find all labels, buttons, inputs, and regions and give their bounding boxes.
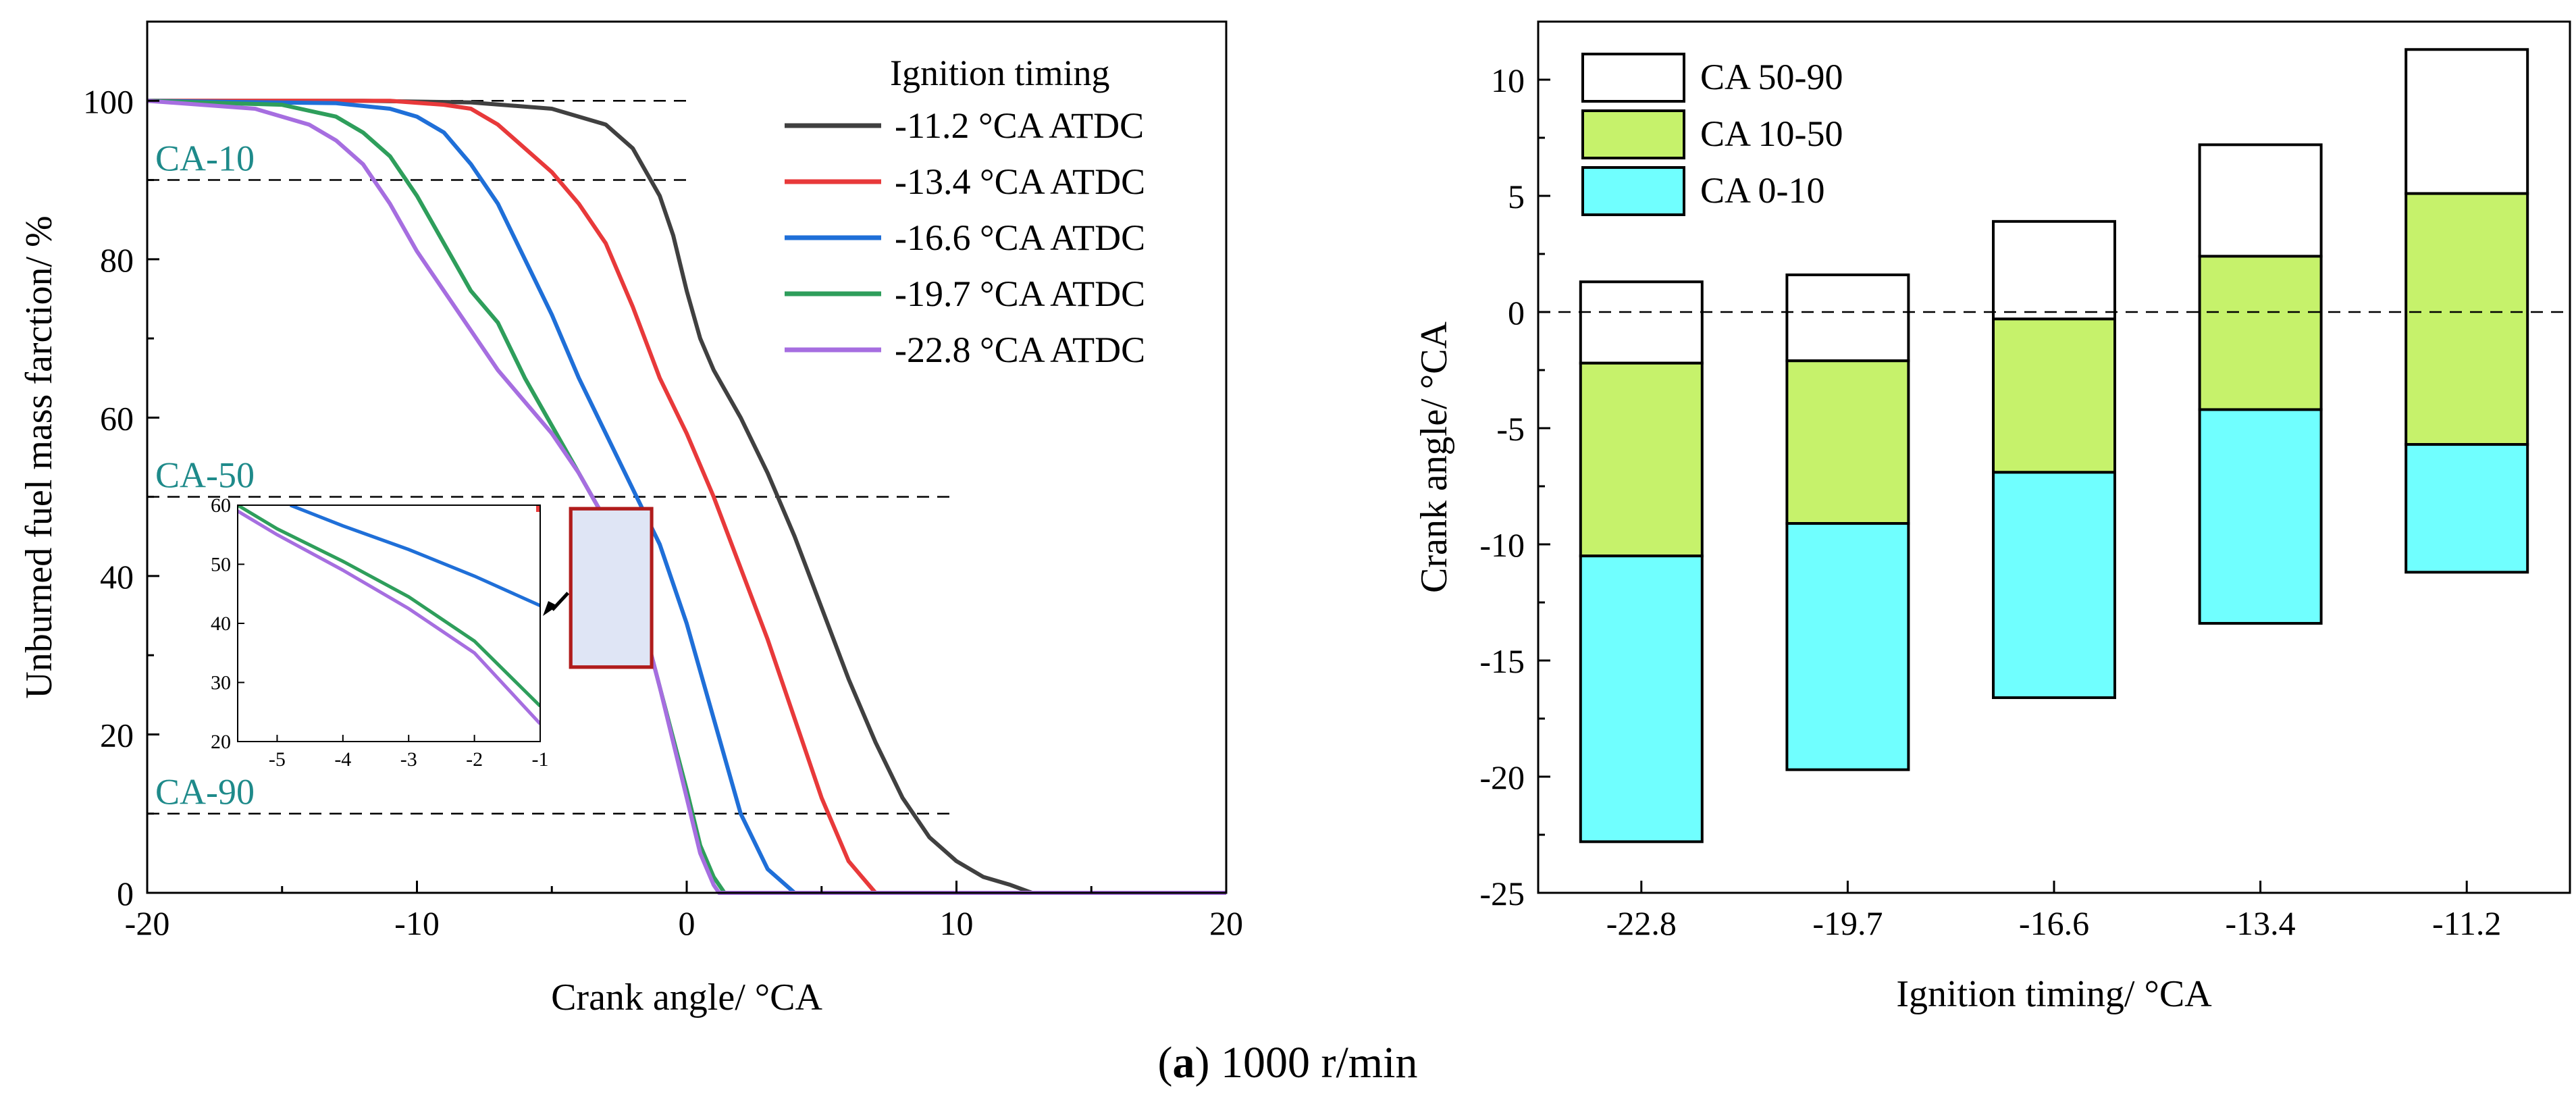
inset-y-tick-label: 40 [211, 613, 231, 635]
y-tick-label: 100 [83, 82, 134, 120]
bar-segment [1579, 361, 1704, 558]
legend-entry: -11.2 °CA ATDC [895, 105, 1144, 146]
series-line [147, 99, 1226, 895]
inset-series-line [289, 505, 540, 608]
legend-swatch [1581, 109, 1685, 159]
combustion-phase-chart: -25 -20 -15 -10 -5 0 5 10 -22.8 -19.7 -16.6 -13.4 -1… [1413, 20, 2571, 1015]
reference-line-labels: CA-10 CA-50 CA-90 [155, 138, 255, 812]
inset-series-line [238, 505, 540, 708]
bar-segment [1785, 359, 1910, 525]
y-tick-label: 80 [100, 241, 134, 279]
bar-segment [1579, 554, 1704, 844]
inset-y-tick-label: 50 [211, 554, 231, 576]
bar-segment [2198, 255, 2323, 411]
inset-y-tick-label: 60 [211, 494, 231, 517]
x-tick-label: 0 [679, 904, 695, 942]
right-y-axis-label: Crank angle/ °CA [1413, 321, 1455, 593]
series-lines [147, 99, 1226, 895]
y-tick-label: -10 [1479, 526, 1525, 564]
caption-label: a [1173, 1038, 1195, 1087]
left-axis-ticks: -20 -10 0 10 20 0 20 40 60 80 100 [83, 20, 1243, 942]
zoom-region [569, 507, 654, 669]
x-tick-label: -20 [125, 904, 170, 942]
y-tick-label: -5 [1496, 410, 1525, 448]
inset-series [238, 505, 540, 725]
y-tick-label: -15 [1479, 642, 1525, 680]
y-tick-label: 60 [100, 399, 134, 437]
inset-chart: -5 -4 -3 -2 -1 20 30 40 50 60 [211, 494, 570, 771]
x-tick-label: -22.8 [1606, 904, 1677, 942]
x-tick-label: 20 [1209, 904, 1243, 942]
bar-segment [1579, 280, 1704, 365]
legend-entry: -16.6 °CA ATDC [895, 217, 1145, 258]
inset-x-tick-label: -5 [269, 748, 286, 771]
x-tick-label: -16.6 [2019, 904, 2089, 942]
caption-text: 1000 r/min [1209, 1038, 1417, 1087]
y-tick-label: -20 [1479, 758, 1525, 796]
reference-label: CA-10 [155, 138, 255, 179]
left-legend: Ignition timing -11.2 °CA ATDC -13.4 °CA … [785, 53, 1145, 370]
inset-edge-mark [536, 505, 540, 512]
inset-x-tick-label: -2 [466, 748, 483, 771]
inset-x-tick-label: -4 [334, 748, 351, 771]
bar-segment [2198, 408, 2323, 625]
x-tick-label: -19.7 [1812, 904, 1883, 942]
legend-swatch [1581, 53, 1685, 103]
legend-entry: CA 50-90 [1700, 57, 1843, 97]
right-legend: CA 50-90 CA 10-50 CA 0-10 [1581, 53, 1843, 216]
legend-entry: CA 10-50 [1700, 113, 1843, 154]
left-x-axis-label: Crank angle/ °CA [551, 977, 822, 1018]
right-x-axis-label: Ignition timing/ °CA [1896, 973, 2212, 1015]
legend-entry: -19.7 °CA ATDC [895, 274, 1145, 314]
left-plot-frame [146, 20, 1228, 894]
bar-segment [1992, 317, 2116, 474]
bar-segment [2198, 143, 2323, 258]
figure-caption: (a) 1000 r/min [1158, 1038, 1418, 1087]
x-tick-label: -10 [394, 904, 440, 942]
bar-segment [1992, 219, 2116, 321]
unburned-fraction-chart: -20 -10 0 10 20 0 20 40 60 80 100 Crank angle/ °CA… [18, 20, 1243, 1018]
inset-background [238, 505, 540, 742]
y-tick-label: 10 [1491, 61, 1525, 99]
reference-label: CA-90 [155, 772, 255, 812]
series-line [147, 99, 1226, 895]
inset-x-tick-label: -3 [400, 748, 417, 771]
y-tick-label: 0 [1508, 294, 1525, 332]
inset-y-tick-label: 30 [211, 672, 231, 694]
y-tick-label: 5 [1508, 178, 1525, 215]
legend-entry: CA 0-10 [1700, 170, 1825, 211]
reference-label: CA-50 [155, 455, 255, 496]
zoom-box [569, 507, 654, 669]
zoom-arrow-head [543, 601, 558, 616]
legend-title: Ignition timing [890, 53, 1110, 93]
y-tick-label: 20 [100, 716, 134, 754]
legend-entry: -22.8 °CA ATDC [895, 330, 1145, 370]
bar-segment [1992, 471, 2116, 700]
x-tick-label: 10 [940, 904, 974, 942]
legend-entry: -13.4 °CA ATDC [895, 161, 1145, 202]
inset-y-tick-label: 20 [211, 731, 231, 753]
stacked-bars [1579, 48, 2529, 844]
bar-segment [2404, 48, 2529, 195]
y-tick-label: 40 [100, 558, 134, 596]
bar-segment [1785, 522, 1910, 771]
series-line [147, 99, 1226, 895]
bar-segment [1785, 273, 1910, 363]
y-tick-label: -25 [1479, 875, 1525, 912]
left-y-axis-label: Unburned fuel mass farction/ % [18, 215, 60, 698]
inset-x-tick-label: -1 [532, 748, 549, 771]
bar-segment [2404, 192, 2529, 446]
zoom-box-border [569, 507, 654, 669]
inset-series-line [238, 509, 540, 725]
x-tick-label: -13.4 [2226, 904, 2296, 942]
series-line [147, 99, 1226, 895]
y-tick-label: 0 [117, 875, 134, 912]
right-axis-ticks: -25 -20 -15 -10 -5 0 5 10 -22.8 -19.7 -16.6 -13.4 -1… [1479, 20, 2501, 942]
legend-swatch [1581, 166, 1685, 216]
bar-segment [2404, 443, 2529, 574]
x-tick-label: -11.2 [2432, 904, 2501, 942]
